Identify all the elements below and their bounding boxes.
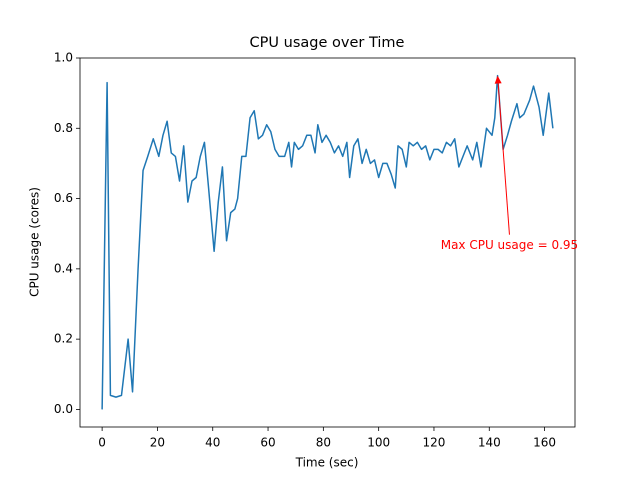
x-tick-label: 120 bbox=[423, 436, 446, 450]
y-axis-label: CPU usage (cores) bbox=[28, 187, 42, 297]
x-tick-label: 140 bbox=[478, 436, 501, 450]
annotation-arrow bbox=[497, 83, 510, 235]
x-axis-label: Time (sec) bbox=[295, 456, 359, 470]
annotation-text: Max CPU usage = 0.95 bbox=[441, 238, 578, 252]
x-tick-label: 20 bbox=[150, 436, 165, 450]
y-tick-label: 1.0 bbox=[54, 51, 73, 65]
annotation-arrowhead bbox=[494, 75, 502, 84]
y-tick-label: 0.8 bbox=[54, 121, 73, 135]
plot-frame bbox=[79, 57, 576, 428]
y-tick-label: 0.6 bbox=[54, 191, 73, 205]
data-line bbox=[101, 74, 554, 410]
x-tick-label: 160 bbox=[533, 436, 556, 450]
x-tick-label: 0 bbox=[98, 436, 106, 450]
x-tick-label: 80 bbox=[316, 436, 331, 450]
chart-title: CPU usage over Time bbox=[250, 35, 405, 51]
x-tick-label: 40 bbox=[205, 436, 220, 450]
y-tick-label: 0.2 bbox=[54, 332, 73, 346]
x-tick-label: 100 bbox=[367, 436, 390, 450]
y-tick-label: 0.4 bbox=[54, 261, 73, 275]
x-tick-label: 60 bbox=[260, 436, 275, 450]
y-tick-label: 0.0 bbox=[54, 402, 73, 416]
